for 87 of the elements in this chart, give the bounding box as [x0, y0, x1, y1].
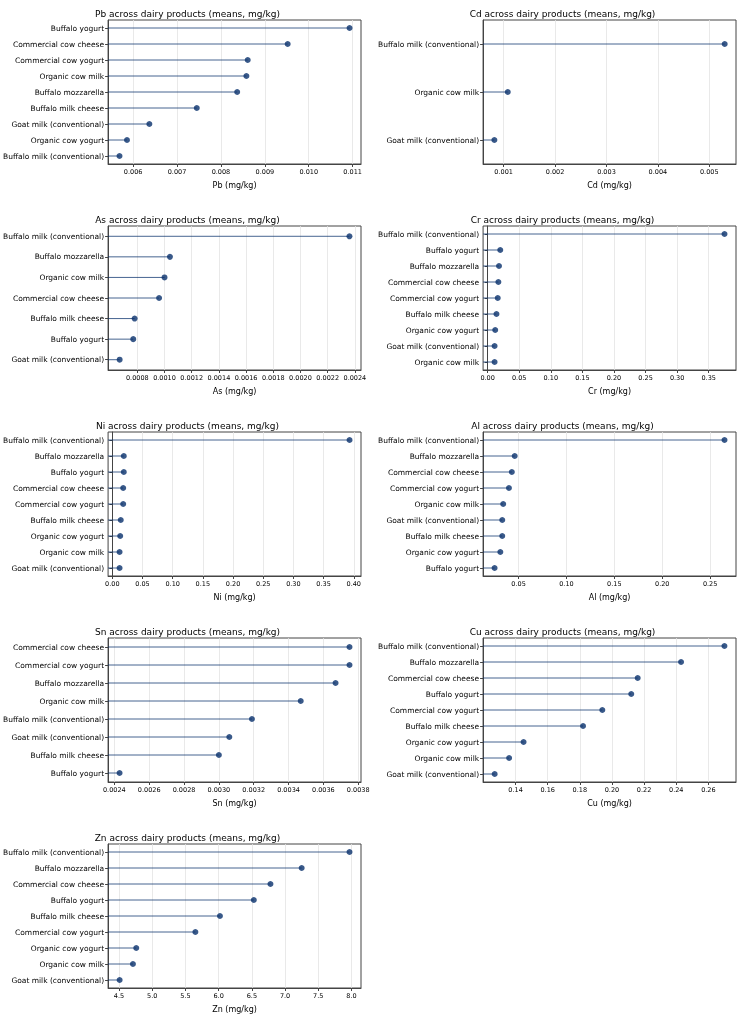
point [226, 734, 233, 740]
point [721, 643, 728, 649]
point [346, 437, 353, 443]
chart-title: As across dairy products (means, mg/kg) [95, 214, 280, 225]
point [146, 121, 153, 127]
point [131, 315, 138, 322]
point [120, 485, 127, 491]
point [117, 533, 124, 539]
point [497, 247, 504, 253]
chart-title: Cu across dairy products (means, mg/kg) [469, 626, 656, 637]
point [267, 881, 274, 887]
point [120, 453, 127, 459]
point [116, 770, 123, 776]
point [116, 153, 123, 159]
point [497, 549, 504, 555]
point [216, 913, 223, 919]
point [192, 929, 199, 935]
point [116, 549, 123, 555]
point [499, 533, 506, 539]
point [599, 707, 606, 713]
point [161, 274, 168, 281]
point [500, 501, 507, 507]
point [120, 469, 127, 475]
point [130, 336, 137, 343]
x-axis-title: Ni (mg/kg) [213, 592, 256, 602]
point [215, 752, 222, 758]
point [120, 501, 127, 507]
point [506, 755, 513, 761]
point [505, 485, 512, 491]
point [123, 137, 130, 143]
point [491, 771, 498, 777]
chart-title: Pb across dairy products (means, mg/kg) [95, 8, 280, 19]
point [491, 359, 498, 365]
point [511, 453, 518, 459]
x-axis-title: Cd (mg/kg) [587, 180, 632, 190]
point [346, 662, 353, 668]
point [244, 57, 251, 63]
point [491, 565, 498, 571]
x-axis-title: As (mg/kg) [212, 386, 257, 396]
point [346, 644, 353, 650]
chart-title: Sn across dairy products (means, mg/kg) [94, 626, 281, 637]
point [492, 327, 499, 333]
point [116, 356, 123, 363]
point [493, 311, 500, 317]
point [116, 977, 123, 983]
point [495, 279, 502, 285]
x-axis-title: Sn (mg/kg) [212, 798, 257, 808]
point [508, 469, 515, 475]
point [346, 849, 353, 855]
point [117, 517, 124, 523]
x-axis-title: Zn (mg/kg) [212, 1004, 257, 1014]
point [496, 263, 503, 269]
chart-title: Ni across dairy products (means, mg/kg) [96, 420, 279, 431]
x-axis-title: Pb (mg/kg) [212, 180, 257, 190]
point [520, 739, 527, 745]
x-axis-title: Al (mg/kg) [588, 592, 631, 602]
point [243, 73, 250, 79]
point [193, 105, 200, 111]
point [129, 961, 136, 967]
point [346, 233, 353, 240]
x-axis-title: Cr (mg/kg) [588, 386, 632, 396]
point [346, 25, 353, 31]
point [250, 897, 257, 903]
point [628, 691, 635, 697]
point [721, 437, 728, 443]
point [332, 680, 339, 686]
point [297, 698, 304, 704]
point [634, 675, 641, 681]
point [491, 343, 498, 349]
chart-title: Cr across dairy products (means, mg/kg) [470, 214, 655, 225]
point [133, 945, 140, 951]
point [580, 723, 587, 729]
point [284, 41, 291, 47]
point [234, 89, 241, 95]
point [116, 565, 123, 571]
chart-title: Cd across dairy products (means, mg/kg) [469, 8, 656, 19]
point [156, 295, 163, 301]
point [678, 659, 685, 665]
chart-title: Al across dairy products (means, mg/kg) [471, 420, 654, 431]
point [248, 716, 255, 722]
point [166, 253, 173, 260]
x-axis-title: Cu (mg/kg) [587, 798, 632, 808]
point [494, 295, 501, 301]
point [298, 865, 305, 871]
chart-title: Zn across dairy products (means, mg/kg) [94, 832, 281, 843]
point [499, 517, 506, 523]
point [721, 231, 728, 237]
